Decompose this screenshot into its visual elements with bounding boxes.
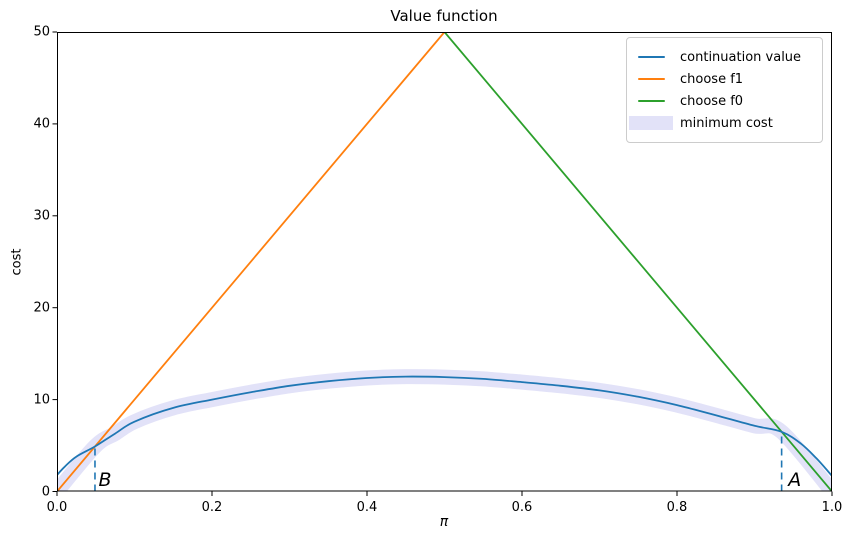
legend-handle [627,55,675,59]
chart-title: Value function [390,7,498,25]
y-axis-label: cost [9,248,25,276]
series-choose-f1-line [57,32,446,492]
plot-canvas [52,31,833,496]
y-tick-label-0: 0 [41,484,50,499]
annotation-B: B [98,468,112,491]
legend-line-swatch [637,55,665,59]
legend-label: choose f1 [680,71,744,87]
legend-label: choose f0 [680,93,744,109]
legend-item-continuation-value: continuation value [627,46,822,68]
x-tick-label-0.4: 0.4 [356,499,378,515]
annotation-A: A [788,468,802,491]
plot-frame [57,32,832,492]
x-tick-label-1.0: 1.0 [821,499,843,515]
legend-label: minimum cost [680,115,773,131]
legend-label: continuation value [680,49,802,65]
series-minimum-cost-band [57,369,832,492]
y-tick-label-50: 50 [33,24,50,40]
legend-item-minimum-cost: minimum cost [627,112,822,134]
x-tick-label-0.2: 0.2 [201,499,223,515]
legend-line-swatch [637,99,665,103]
legend-handle [627,77,675,81]
series-choose-f0-line [443,32,832,492]
x-axis-label: π [439,514,449,530]
x-tick-label-0.8: 0.8 [666,499,688,515]
legend: continuation value choose f1 choose f0 m… [626,37,823,143]
legend-item-choose-f1: choose f1 [627,68,822,90]
y-tick-label-20: 20 [33,300,50,316]
legend-patch-swatch [629,116,673,130]
legend-line-swatch [637,77,665,81]
legend-handle [627,99,675,103]
y-tick-label-30: 30 [33,208,50,224]
legend-item-choose-f0: choose f0 [627,90,822,112]
y-tick-label-40: 40 [33,116,50,132]
plot-area: continuation value choose f1 choose f0 m… [52,31,833,496]
series-continuation-value-line [57,375,832,477]
legend-handle [627,116,675,130]
x-tick-label-0.6: 0.6 [511,499,533,515]
y-tick-label-10: 10 [33,392,50,408]
x-tick-label-0.0: 0.0 [46,499,68,515]
